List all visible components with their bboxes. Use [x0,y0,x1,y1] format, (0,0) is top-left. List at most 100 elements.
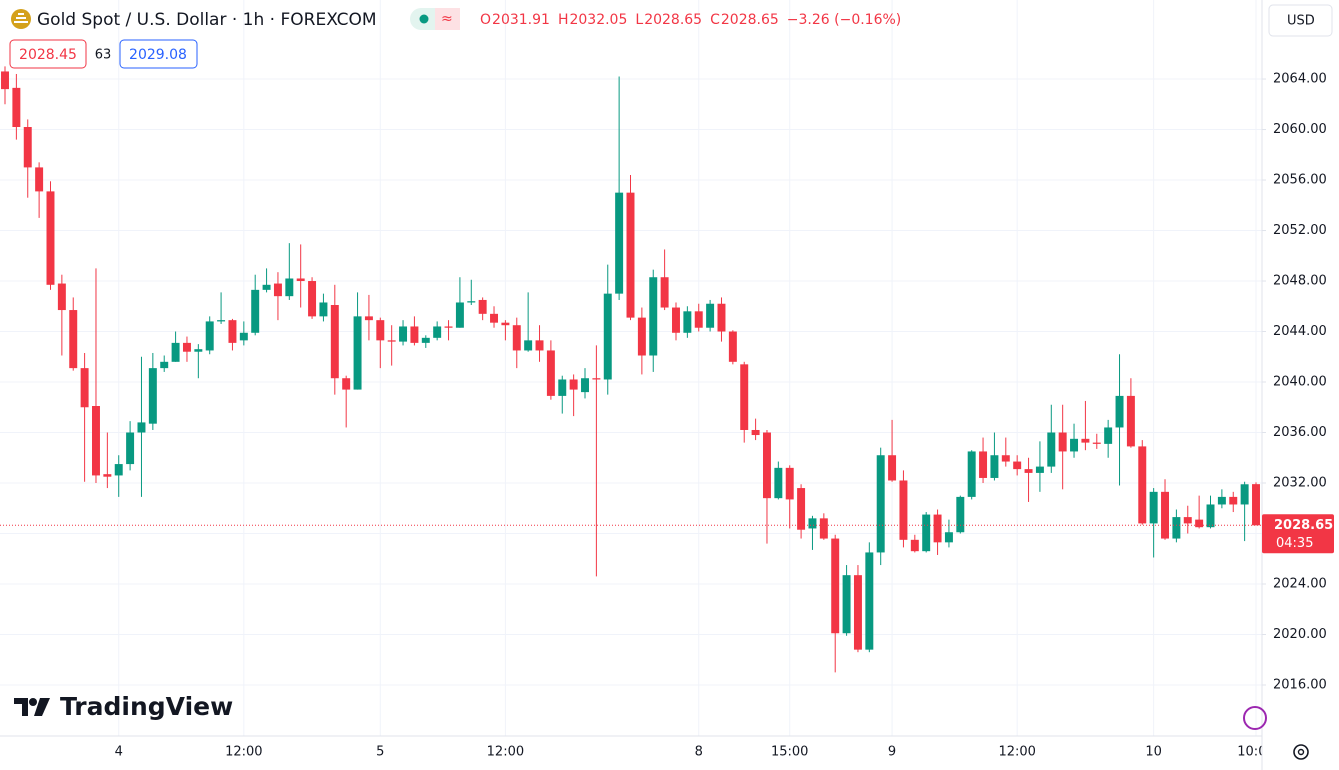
candle [1024,457,1033,502]
currency-button[interactable] [1268,4,1333,37]
candle [205,316,214,355]
candle [1183,505,1192,534]
candle [80,352,89,482]
y-tick-label: 2044.00 [1273,324,1327,339]
candle [455,277,464,328]
candle [535,325,544,362]
candle [1149,488,1158,558]
candle [160,355,169,372]
y-tick-label: 2016.00 [1273,677,1327,692]
symbol-icon-bars [14,13,28,23]
candle-body [490,313,499,323]
candle [660,249,669,311]
ohlc-open-label: O [480,12,491,28]
candle [740,361,749,443]
candle [569,374,578,417]
candle [1092,433,1101,449]
ask-box[interactable] [119,39,198,69]
candle [1217,489,1226,509]
y-tick-label: 2036.00 [1273,425,1327,440]
y-tick-label: 2052.00 [1273,223,1327,238]
candle [831,534,840,673]
x-tick-label: 4 [115,745,123,760]
candle [1138,440,1147,525]
ohlc-high: 2032.05 [569,12,627,28]
brand-logo: TradingView [14,692,233,721]
candle [353,292,362,390]
candle [888,419,897,482]
candle [308,277,317,319]
candle-body [694,311,703,328]
settings-icon [1297,748,1305,756]
candle-body [92,405,100,476]
flash-icon[interactable] [1243,706,1267,730]
status-pill [435,8,460,30]
candle [285,243,294,300]
ask: 2029.08 [129,47,187,63]
candle [1229,491,1238,513]
candle [1035,441,1044,492]
candle-body [967,451,976,497]
candle [12,73,21,140]
candle-body [1081,438,1090,443]
candle-body [1206,504,1215,528]
candle [182,336,191,362]
candle-body [535,340,544,351]
settings-icon[interactable] [1293,744,1309,760]
candle [1104,419,1113,458]
candle-body [1024,469,1033,473]
candle [922,512,931,553]
candle-body [342,378,351,390]
candle [410,316,419,346]
candle-body [273,283,282,297]
candle [683,306,692,338]
candle [842,565,851,636]
candle-body [581,378,589,393]
candle [728,330,737,365]
currency: USD [1287,14,1315,29]
candle-body [228,320,237,343]
ohlc-open: 2031.91 [492,12,550,28]
x-tick-label: 10:00 [1237,745,1274,760]
candle-body [762,432,771,499]
candle-body [1070,438,1079,452]
candle-body [944,532,953,543]
candle [626,174,635,321]
candle-body [546,350,555,396]
candle [774,461,783,500]
bid-box[interactable] [9,39,87,69]
candle-body [1161,491,1169,539]
candle [399,320,408,346]
candle-body [217,320,226,322]
countdown: 04:35 [1276,536,1313,551]
candle [956,495,965,534]
candle-body [888,455,897,481]
candle-body [1047,432,1056,467]
candle-body [114,464,123,476]
candle [694,303,703,332]
candle-body [1172,517,1181,539]
candle [251,274,260,336]
candle [910,534,919,553]
ohlc-close-label: C [710,12,720,28]
candle [137,356,146,497]
candle-body [751,429,760,436]
candle-body [683,311,692,333]
candle [501,320,510,341]
candle-body [717,303,726,332]
logo-shape [29,698,37,706]
candle-body [728,331,737,362]
candle-body [558,379,567,396]
candle-body [308,281,317,317]
x-tick-label: 12:00 [225,745,262,760]
candle [103,432,112,489]
candle-body [46,191,55,285]
candle [467,279,476,306]
candle [330,284,339,395]
candle-body [239,332,248,341]
logo-shape [34,698,50,716]
candle-body [69,310,78,369]
candle-body [603,293,612,380]
candle-body [387,340,396,342]
